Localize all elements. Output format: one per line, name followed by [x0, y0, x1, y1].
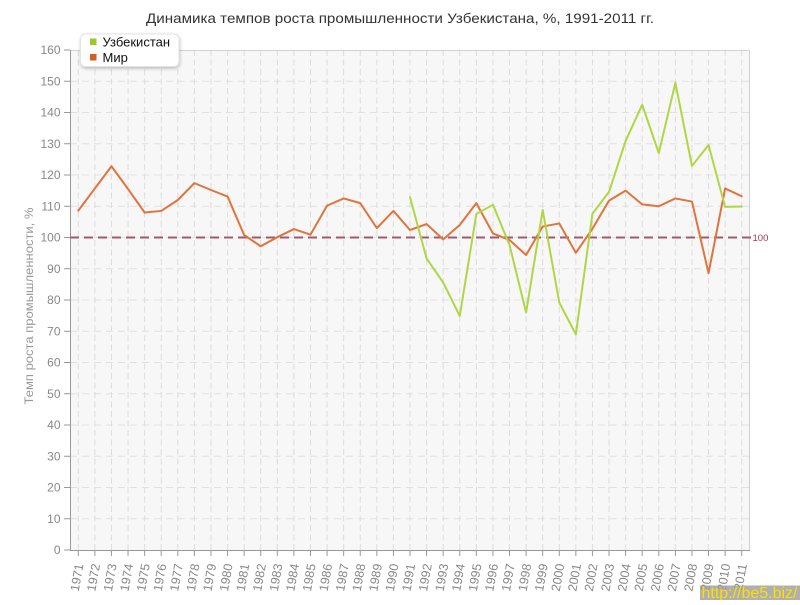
- svg-text:2011: 2011: [731, 563, 749, 592]
- svg-text:1989: 1989: [366, 563, 385, 593]
- svg-text:130: 130: [40, 137, 60, 151]
- svg-text:120: 120: [40, 168, 60, 182]
- svg-text:1976: 1976: [151, 563, 170, 593]
- svg-text:1982: 1982: [250, 563, 269, 593]
- svg-text:60: 60: [47, 356, 61, 370]
- svg-text:2002: 2002: [582, 563, 601, 593]
- svg-text:1990: 1990: [383, 563, 402, 593]
- svg-text:100: 100: [753, 233, 769, 244]
- svg-text:10: 10: [47, 512, 61, 526]
- svg-text:1998: 1998: [516, 563, 535, 593]
- svg-text:80: 80: [47, 293, 61, 307]
- svg-text:1999: 1999: [532, 563, 551, 593]
- svg-text:2006: 2006: [648, 563, 667, 593]
- svg-text:1987: 1987: [333, 563, 352, 593]
- svg-text:1978: 1978: [184, 563, 203, 593]
- svg-text:2003: 2003: [599, 563, 618, 593]
- svg-text:2008: 2008: [681, 563, 700, 593]
- svg-text:1993: 1993: [433, 563, 452, 593]
- svg-text:Темп роста промышленности, %: Темп роста промышленности, %: [22, 207, 36, 404]
- svg-text:1981: 1981: [234, 563, 253, 593]
- svg-text:1992: 1992: [416, 563, 435, 593]
- svg-text:1983: 1983: [267, 563, 286, 593]
- svg-text:2000: 2000: [549, 563, 568, 593]
- svg-text:1977: 1977: [167, 563, 186, 593]
- svg-text:1972: 1972: [84, 563, 103, 593]
- svg-text:100: 100: [40, 231, 60, 245]
- svg-text:2010: 2010: [715, 563, 734, 593]
- svg-text:Мир: Мир: [103, 50, 128, 65]
- svg-text:1975: 1975: [134, 563, 153, 593]
- svg-text:2009: 2009: [698, 563, 717, 593]
- svg-text:1997: 1997: [499, 563, 518, 593]
- svg-text:20: 20: [47, 481, 61, 495]
- svg-text:1995: 1995: [466, 563, 485, 593]
- svg-text:Динамика темпов роста промышле: Динамика темпов роста промышленности Узб…: [146, 10, 654, 26]
- svg-text:150: 150: [40, 74, 60, 88]
- svg-text:1974: 1974: [118, 563, 137, 593]
- svg-text:1991: 1991: [400, 563, 419, 593]
- svg-text:2005: 2005: [632, 563, 651, 593]
- svg-text:140: 140: [40, 106, 60, 120]
- svg-text:50: 50: [47, 387, 61, 401]
- svg-text:1979: 1979: [201, 563, 220, 593]
- svg-text:2004: 2004: [615, 563, 634, 593]
- svg-text:0: 0: [54, 543, 61, 557]
- svg-text:1973: 1973: [101, 563, 120, 593]
- svg-text:1984: 1984: [283, 563, 302, 593]
- svg-text:90: 90: [47, 262, 61, 276]
- svg-text:2007: 2007: [665, 563, 684, 593]
- svg-text:160: 160: [40, 43, 60, 57]
- svg-text:110: 110: [41, 199, 60, 213]
- svg-text:Узбекистан: Узбекистан: [103, 35, 171, 50]
- svg-text:70: 70: [47, 324, 61, 338]
- svg-text:2001: 2001: [565, 563, 584, 593]
- svg-text:1985: 1985: [300, 563, 319, 593]
- svg-text:1971: 1971: [68, 563, 87, 593]
- svg-text:1986: 1986: [317, 563, 336, 593]
- svg-text:1980: 1980: [217, 563, 236, 593]
- svg-text:http://be5.biz/: http://be5.biz/: [702, 585, 799, 600]
- svg-text:1994: 1994: [449, 563, 468, 593]
- svg-text:30: 30: [47, 449, 61, 463]
- svg-text:40: 40: [47, 418, 61, 432]
- svg-text:1988: 1988: [350, 563, 369, 593]
- svg-text:1996: 1996: [482, 563, 501, 593]
